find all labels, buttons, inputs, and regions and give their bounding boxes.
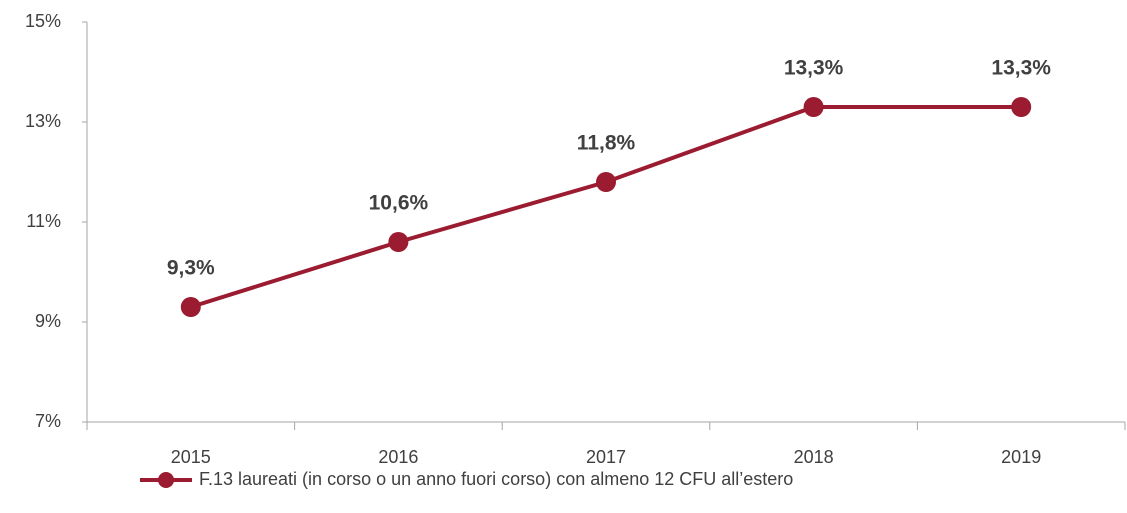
data-point (1011, 97, 1032, 117)
y-tick-label: 11% (26, 211, 61, 231)
x-tick-label: 2015 (171, 447, 211, 467)
data-label: 10,6% (369, 192, 429, 215)
data-point (803, 97, 824, 117)
x-tick-label: 2016 (378, 447, 418, 467)
y-tick-label: 9% (35, 311, 61, 331)
data-point (596, 172, 616, 192)
y-tick-label: 15% (25, 11, 61, 31)
x-tick-label: 2019 (1001, 447, 1041, 467)
data-point (180, 297, 201, 317)
x-tick-label: 2017 (586, 447, 626, 467)
x-tick-label: 2018 (794, 447, 834, 467)
y-tick-label: 7% (35, 411, 61, 431)
legend-label: F.13 laureati (in corso o un anno fuori … (199, 469, 793, 489)
data-label: 9,3% (167, 257, 215, 280)
data-point (388, 232, 409, 252)
data-label: 11,8% (577, 132, 636, 155)
legend-marker (158, 472, 174, 488)
y-tick-label: 13% (25, 111, 61, 131)
data-label: 13,3% (991, 57, 1051, 80)
data-label: 13,3% (784, 57, 844, 80)
